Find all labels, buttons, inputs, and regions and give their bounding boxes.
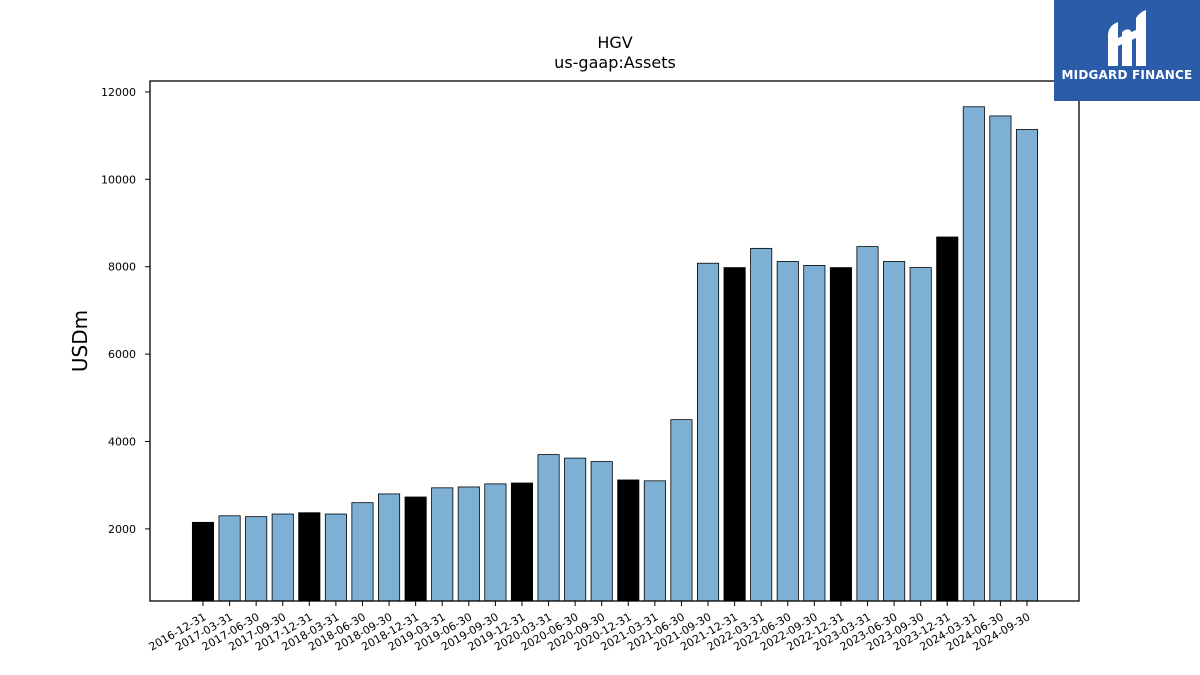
bar-2020-09-30 — [590, 461, 613, 602]
bar-2023-06-30 — [883, 261, 906, 602]
bar-2018-12-31 — [404, 496, 427, 602]
logo-mark-icon — [1108, 10, 1146, 66]
bar-2017-09-30 — [271, 513, 294, 602]
bar-2024-06-30 — [989, 115, 1012, 602]
bar-2019-03-31 — [431, 487, 454, 602]
bar-2021-06-30 — [670, 419, 693, 602]
bar-2023-09-30 — [909, 267, 932, 602]
y-axis: 2000 4000 6000 8000 10000 12000 — [101, 86, 150, 536]
x-axis: 2016-12-312017-03-312017-06-302017-09-30… — [147, 601, 1033, 654]
y-tick-label: 6000 — [108, 348, 136, 361]
y-axis-label: USDm — [68, 310, 92, 372]
y-tick-label: 8000 — [108, 261, 136, 274]
bar-2017-12-31 — [298, 512, 321, 602]
plot-frame — [149, 80, 1080, 602]
bars-group — [191, 106, 1039, 602]
bar-2022-03-31 — [750, 247, 773, 602]
bar-2024-03-31 — [962, 106, 985, 602]
bar-2023-03-31 — [856, 246, 879, 602]
bar-2017-03-31 — [218, 515, 241, 602]
bar-2017-06-30 — [245, 516, 268, 602]
bar-2022-12-31 — [829, 267, 852, 602]
chart-title: HGV — [597, 33, 632, 52]
bar-2020-12-31 — [617, 479, 640, 602]
bar-2021-12-31 — [723, 267, 746, 602]
bar-2018-06-30 — [351, 502, 374, 602]
bar-2024-09-30 — [1015, 129, 1039, 602]
bar-2021-09-30 — [697, 262, 720, 602]
bar-2020-06-30 — [564, 457, 587, 602]
bar-2022-09-30 — [803, 264, 826, 602]
chart-subtitle: us-gaap:Assets — [554, 53, 676, 72]
y-tick-label: 12000 — [101, 86, 136, 99]
bar-2020-03-31 — [537, 454, 560, 602]
y-tick-label: 4000 — [108, 436, 136, 449]
brand-logo: MIDGARD FINANCE — [1054, 0, 1200, 101]
y-tick-label: 2000 — [108, 523, 136, 536]
bar-2018-09-30 — [378, 493, 401, 602]
bar-2022-06-30 — [776, 261, 799, 602]
bar-2023-12-31 — [936, 236, 959, 602]
bar-2016-12-31 — [191, 521, 215, 602]
logo-text: MIDGARD FINANCE — [1061, 68, 1193, 82]
bar-2021-03-31 — [643, 480, 666, 602]
bar-2019-09-30 — [484, 483, 507, 602]
bar-2018-03-31 — [324, 513, 347, 602]
bar-2019-06-30 — [457, 486, 480, 602]
bar-2019-12-31 — [510, 482, 533, 602]
y-tick-label: 10000 — [101, 173, 136, 186]
